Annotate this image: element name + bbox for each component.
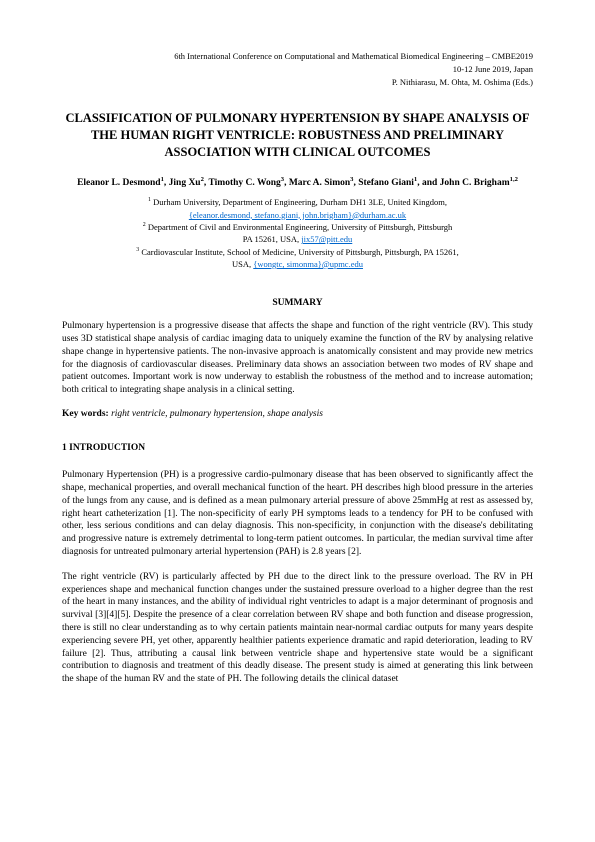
summary-heading: SUMMARY bbox=[62, 298, 533, 308]
keywords-line: Key words: right ventricle, pulmonary hy… bbox=[62, 409, 533, 419]
affil-3: 3 Cardiovascular Institute, School of Me… bbox=[62, 246, 533, 271]
authors-line: Eleanor L. Desmond1, Jing Xu2, Timothy C… bbox=[62, 175, 533, 190]
affiliations-block: 1 Durham University, Department of Engin… bbox=[62, 196, 533, 270]
affil-3-email[interactable]: {wongtc, simonma}@upmc.edu bbox=[253, 259, 363, 269]
affil-1: 1 Durham University, Department of Engin… bbox=[62, 196, 533, 221]
conf-line-3: P. Nithiarasu, M. Ohta, M. Oshima (Eds.) bbox=[62, 76, 533, 89]
affil-1-email[interactable]: {eleanor.desmond, stefano.giani, john.br… bbox=[189, 210, 406, 220]
intro-para-1: Pulmonary Hypertension (PH) is a progres… bbox=[62, 469, 533, 559]
conf-line-1: 6th International Conference on Computat… bbox=[62, 50, 533, 63]
conference-header: 6th International Conference on Computat… bbox=[62, 50, 533, 88]
paper-title: CLASSIFICATION OF PULMONARY HYPERTENSION… bbox=[62, 110, 533, 161]
intro-para-2: The right ventricle (RV) is particularly… bbox=[62, 571, 533, 686]
page-container: 6th International Conference on Computat… bbox=[0, 0, 595, 738]
affil-2: 2 Department of Civil and Environmental … bbox=[62, 221, 533, 246]
intro-heading: 1 INTRODUCTION bbox=[62, 443, 533, 453]
keywords-label: Key words: bbox=[62, 409, 109, 419]
keywords-value: right ventricle, pulmonary hypertension,… bbox=[111, 409, 323, 419]
summary-body: Pulmonary hypertension is a progressive … bbox=[62, 320, 533, 397]
conf-line-2: 10-12 June 2019, Japan bbox=[62, 63, 533, 76]
affil-1-text: Durham University, Department of Enginee… bbox=[153, 197, 447, 207]
affil-2-email[interactable]: jix57@pitt.edu bbox=[301, 234, 352, 244]
